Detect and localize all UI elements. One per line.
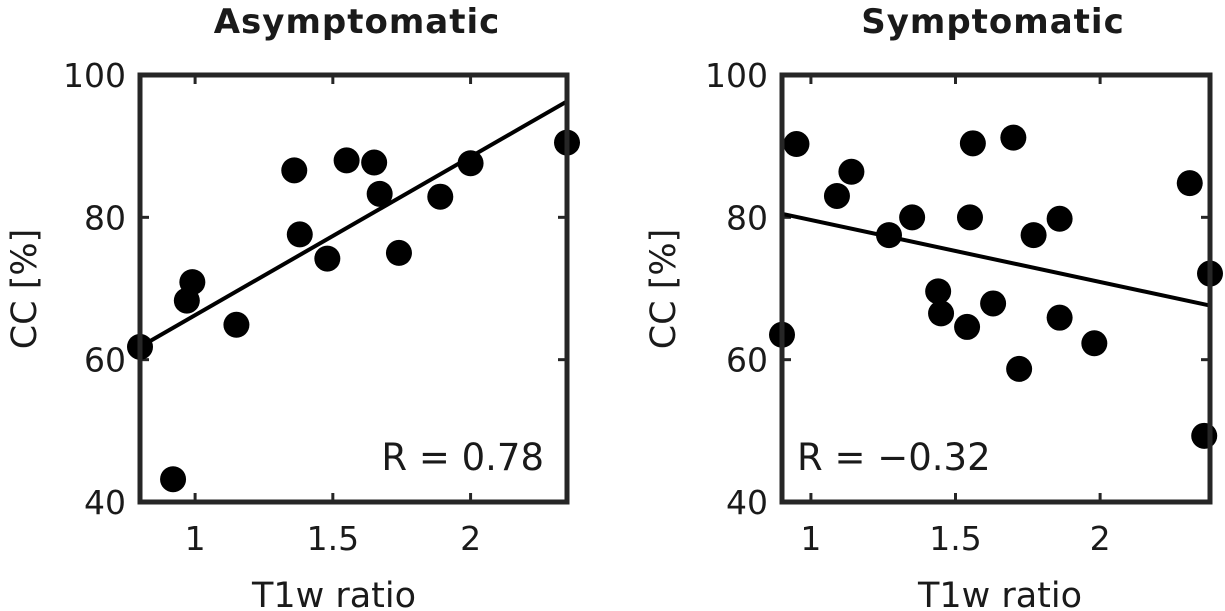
data-point (314, 245, 341, 272)
data-point (1046, 205, 1073, 232)
y-tick-labels: 40 60 80 100 (63, 56, 126, 522)
y-axis-label: CC [%] (644, 229, 684, 350)
data-point (1020, 222, 1047, 249)
chart-title: Symptomatic (861, 2, 1124, 42)
plot-frame (137, 72, 570, 505)
data-point (1006, 355, 1033, 382)
panel-symptomatic: Symptomatic CC [%] T1w ratio 1 1.5 2 40608… (644, 2, 1223, 611)
y-tick-label: 60 (84, 341, 126, 380)
data-point (179, 269, 206, 296)
x-tick-label: 1.5 (307, 519, 359, 558)
fit-line (139, 99, 568, 349)
y-tick-label: 40 (726, 483, 768, 522)
data-point (333, 147, 360, 174)
data-point (925, 278, 952, 305)
correlation-label: R = 0.78 (381, 436, 544, 479)
data-point (954, 313, 981, 340)
data-point (959, 130, 986, 157)
data-point (956, 204, 983, 231)
fit-line (781, 211, 1211, 308)
data-point (980, 290, 1007, 317)
data-point (457, 150, 484, 177)
data-point (1081, 330, 1108, 357)
data-point (823, 182, 850, 209)
data-point (361, 149, 388, 176)
data-point (838, 158, 865, 185)
data-point (783, 131, 810, 158)
x-tick-label: 2 (460, 519, 481, 558)
data-point (1000, 124, 1027, 151)
data-point (160, 466, 187, 493)
y-tick-labels: 40 60 80 100 (705, 56, 768, 522)
y-tick-label: 80 (726, 198, 768, 237)
x-tick-labels: 1 1.5 2 (800, 519, 1110, 558)
data-point (1046, 304, 1073, 331)
data-point (876, 222, 902, 249)
x-axis-label: T1w ratio (917, 576, 1082, 611)
data-point (427, 183, 454, 210)
chart-title: Asymptomatic (214, 2, 501, 42)
data-point (385, 239, 412, 266)
data-point (286, 221, 313, 248)
panel-asymptomatic: Asymptomatic CC [%] T1w ratio 1 1.5 2 4060… (5, 2, 580, 611)
data-point (281, 157, 308, 184)
data-point (899, 204, 926, 231)
x-tick-labels: 1 1.5 2 (185, 519, 481, 558)
y-tick-label: 60 (726, 341, 768, 380)
y-axis-label: CC [%] (5, 229, 45, 350)
y-tick-label: 80 (84, 198, 126, 237)
x-tick-label: 1.5 (929, 519, 981, 558)
y-tick-label: 100 (705, 56, 768, 95)
data-point (1191, 422, 1218, 449)
x-tick-label: 1 (800, 519, 821, 558)
plot-frame (779, 72, 1213, 505)
data-points (769, 124, 1223, 449)
x-tick-label: 2 (1090, 519, 1111, 558)
data-point (1176, 170, 1203, 197)
x-tick-label: 1 (185, 519, 206, 558)
x-axis-label: T1w ratio (251, 576, 416, 611)
data-point (223, 311, 250, 338)
data-point (928, 300, 955, 327)
correlation-label: R = −0.32 (797, 436, 991, 479)
y-tick-label: 100 (63, 56, 126, 95)
data-point (366, 180, 393, 207)
data-points (127, 129, 580, 493)
y-tick-label: 40 (84, 483, 126, 522)
